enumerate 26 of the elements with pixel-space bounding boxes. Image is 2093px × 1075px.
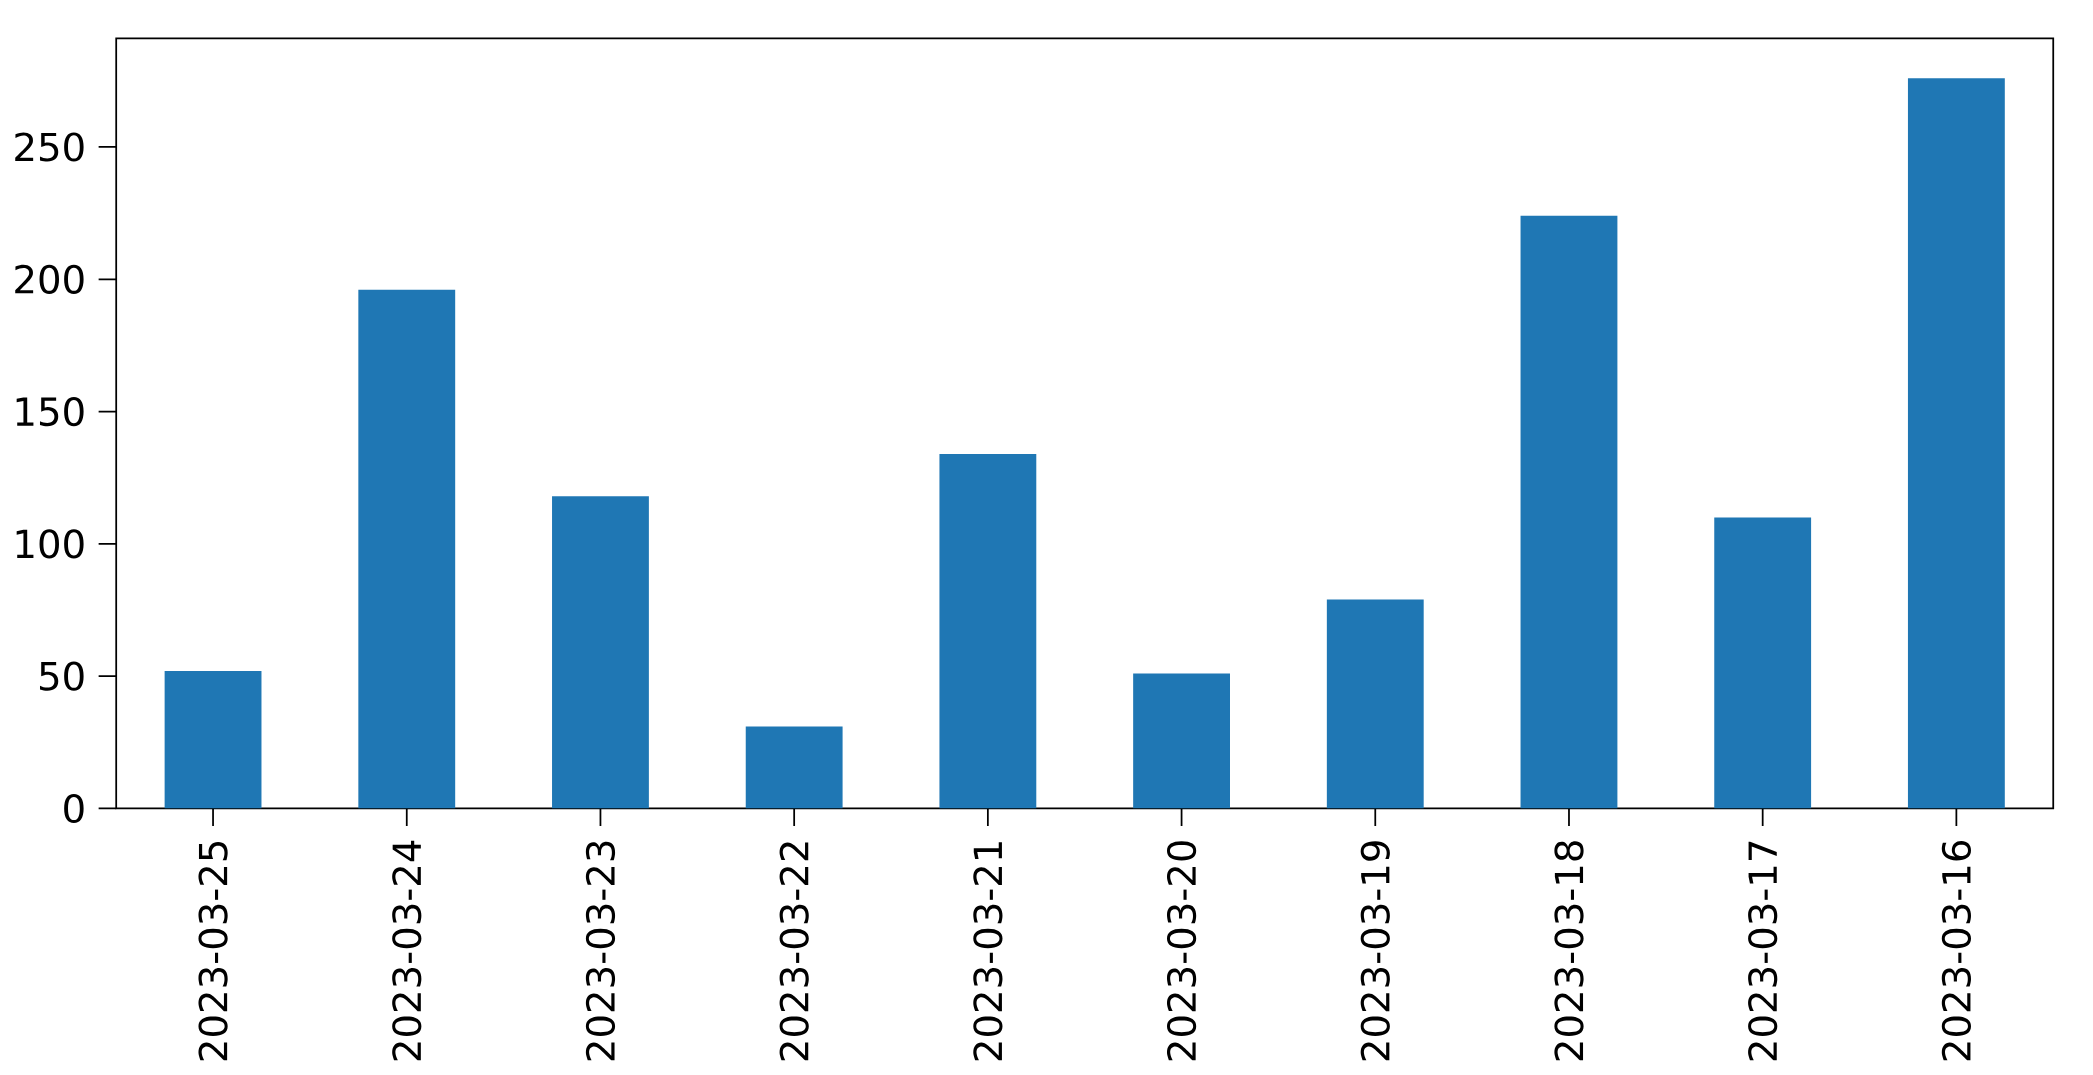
x-tick-label: 2023-03-17 [1748,841,1778,1061]
bar [1133,673,1230,809]
x-tick-label: 2023-03-25 [198,841,228,1061]
bar [1520,215,1618,809]
x-tick-label: 2023-03-18 [1554,841,1584,1061]
bar [552,496,649,809]
y-tick-label: 150 [16,397,84,427]
bar [164,670,262,809]
y-tick-label: 100 [16,529,84,559]
bar [1714,517,1812,809]
bar [1326,599,1424,809]
bar [745,726,843,809]
y-tick-label: 50 [39,661,84,691]
y-tick-label: 0 [64,793,84,824]
x-tick-label: 2023-03-21 [973,842,1003,1061]
x-tick-label: 2023-03-23 [585,841,616,1061]
y-tick-label: 200 [15,264,84,294]
x-tick-label: 2023-03-16 [1941,841,1971,1061]
x-tick-label: 2023-03-19 [1360,841,1390,1061]
bar [358,289,456,809]
bar [939,453,1037,809]
bar [1907,78,2005,809]
x-tick-label: 2023-03-20 [1166,841,1197,1061]
x-tick-label: 2023-03-24 [392,840,422,1061]
y-tick-label: 250 [15,132,84,162]
x-tick-label: 2023-03-22 [779,842,809,1061]
